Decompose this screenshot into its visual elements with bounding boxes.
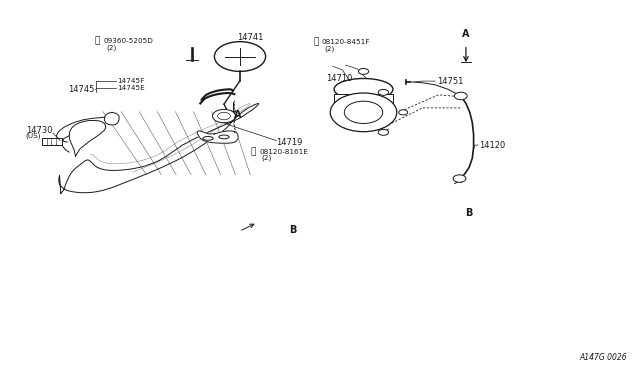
Circle shape [378, 89, 388, 95]
Ellipse shape [203, 137, 213, 140]
Text: 14730: 14730 [26, 126, 52, 135]
Text: 14120: 14120 [479, 141, 505, 150]
Circle shape [378, 129, 388, 135]
Text: 08120-8451F: 08120-8451F [322, 39, 371, 45]
Text: 14751: 14751 [437, 77, 463, 86]
Ellipse shape [334, 78, 393, 100]
Text: A: A [462, 29, 470, 39]
Ellipse shape [219, 135, 229, 139]
Circle shape [454, 92, 467, 100]
Text: 14710: 14710 [326, 74, 353, 83]
FancyBboxPatch shape [334, 94, 393, 110]
Text: 14745F: 14745F [117, 78, 145, 84]
Text: 14745E: 14745E [117, 85, 145, 91]
Text: B: B [465, 208, 473, 218]
Text: 14741: 14741 [237, 33, 263, 42]
Circle shape [453, 175, 466, 182]
Text: A147G 0026: A147G 0026 [580, 353, 627, 362]
Text: 14745: 14745 [68, 85, 95, 94]
Circle shape [358, 68, 369, 74]
Polygon shape [59, 103, 259, 193]
Polygon shape [104, 112, 119, 125]
Text: B: B [289, 225, 297, 235]
Text: (2): (2) [262, 154, 272, 161]
Polygon shape [197, 131, 238, 143]
Text: Ⓑ: Ⓑ [314, 38, 319, 46]
Circle shape [399, 110, 408, 115]
Circle shape [344, 101, 383, 124]
Circle shape [214, 42, 266, 71]
Text: 14719: 14719 [276, 138, 303, 147]
Text: (2): (2) [324, 45, 335, 52]
Circle shape [330, 93, 397, 132]
Text: A: A [234, 110, 241, 119]
Polygon shape [69, 121, 106, 156]
Circle shape [212, 109, 236, 123]
Text: (2): (2) [106, 44, 116, 51]
Text: Ⓑ: Ⓑ [251, 147, 256, 156]
FancyBboxPatch shape [42, 138, 62, 145]
Text: (US): (US) [26, 132, 41, 139]
Text: Ⓢ: Ⓢ [95, 36, 100, 45]
Text: 09360-5205D: 09360-5205D [104, 38, 154, 44]
Text: 08120-8161E: 08120-8161E [259, 149, 308, 155]
